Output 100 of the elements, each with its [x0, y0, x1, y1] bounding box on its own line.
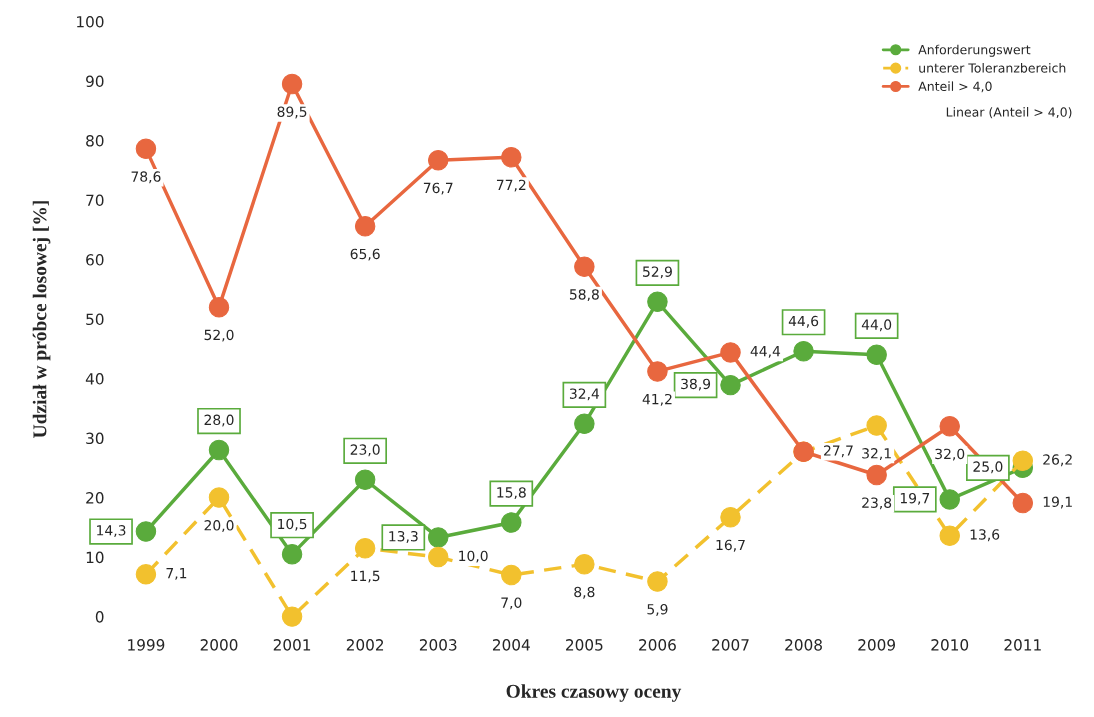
point — [501, 512, 522, 533]
point — [866, 415, 887, 436]
point — [354, 537, 376, 559]
data-label: 26,2 — [1043, 454, 1072, 467]
point — [939, 489, 960, 510]
point — [720, 374, 741, 396]
data-label: 44,6 — [788, 315, 819, 328]
data-label: 32,4 — [569, 388, 600, 401]
point — [208, 487, 230, 508]
x-tick-label: 2006 — [639, 639, 676, 651]
data-label: 27,7 — [824, 445, 853, 458]
x-tick-label: 2007 — [712, 639, 749, 651]
data-label: 14,3 — [97, 525, 126, 537]
x-tick-label: 2002 — [346, 639, 384, 651]
point — [866, 464, 887, 486]
data-label: 16,7 — [716, 539, 745, 552]
x-tick-label: 2000 — [200, 639, 238, 651]
point — [281, 73, 303, 95]
y-tick-label: 0 — [95, 611, 104, 623]
data-label: 76,7 — [423, 182, 453, 195]
data-label: 52,9 — [643, 266, 672, 279]
point — [135, 564, 157, 585]
x-tick-label: 2001 — [273, 639, 311, 651]
point — [647, 571, 668, 592]
y-tick-label: 100 — [77, 15, 104, 28]
point — [939, 525, 960, 546]
data-label: 89,5 — [277, 106, 307, 119]
x-tick-label: 2008 — [785, 639, 822, 651]
data-label: 19,7 — [900, 492, 930, 505]
data-label: 32,0 — [935, 448, 965, 461]
data-label: 25,0 — [973, 461, 1003, 474]
point — [501, 564, 522, 586]
x-tick-label: 2009 — [858, 639, 896, 651]
x-tick-label: 2003 — [419, 639, 457, 651]
data-label: 11,5 — [351, 570, 380, 583]
point — [720, 342, 741, 363]
point — [354, 215, 376, 237]
data-label: 41,2 — [642, 393, 672, 406]
point — [574, 554, 595, 575]
data-label: 20,0 — [204, 520, 234, 532]
data-label: 44,0 — [861, 319, 892, 332]
data-label: 23,8 — [862, 497, 892, 510]
y-tick-label: 50 — [86, 313, 104, 326]
point — [574, 256, 595, 277]
x-tick-label: 1999 — [128, 639, 165, 651]
data-label: 23,0 — [350, 444, 380, 457]
data-label: 28,0 — [204, 414, 234, 427]
data-label: 32,1 — [862, 448, 891, 460]
point — [427, 546, 449, 568]
y-tick-label: 30 — [86, 432, 104, 445]
y-tick-label: 90 — [86, 75, 104, 88]
data-label: 58,8 — [569, 289, 599, 302]
data-label: 52,0 — [204, 329, 234, 342]
point — [866, 344, 887, 366]
point — [354, 469, 376, 490]
legend-label: Anforderungswert — [918, 44, 1031, 57]
y-tick-label: 80 — [86, 135, 104, 147]
point — [720, 506, 741, 528]
point — [1012, 450, 1034, 471]
x-tick-label: 2005 — [566, 639, 603, 651]
y-tick-label: 20 — [86, 492, 104, 504]
point — [427, 527, 449, 548]
annotation: Linear (Anteil > 4,0) — [946, 107, 1072, 119]
point — [208, 439, 230, 461]
x-axis-title: Okres czasowy oceny — [506, 684, 682, 702]
data-label: 5,9 — [647, 603, 668, 616]
point — [208, 296, 230, 318]
data-label: 7,1 — [166, 568, 187, 580]
point — [135, 521, 157, 542]
point — [647, 361, 668, 382]
y-tick-label: 60 — [86, 254, 104, 266]
point — [939, 415, 960, 437]
point — [574, 413, 595, 435]
x-tick-label: 2011 — [1004, 639, 1041, 651]
data-label: 8,8 — [574, 586, 595, 599]
y-tick-label: 10 — [86, 551, 104, 564]
y-axis-title: Udział w próbce losowej [%] — [32, 201, 51, 438]
data-label: 38,9 — [681, 378, 711, 391]
point — [1012, 492, 1034, 514]
data-label: 15,8 — [497, 487, 526, 500]
point — [281, 543, 303, 565]
data-label: 77,2 — [496, 179, 526, 192]
point — [281, 606, 303, 627]
point — [647, 291, 668, 313]
y-tick-label: 70 — [86, 194, 104, 207]
y-tick-label: 40 — [85, 373, 104, 385]
data-label: 7,0 — [501, 597, 522, 610]
data-label: 10,0 — [459, 550, 488, 563]
data-label: 13,3 — [389, 530, 418, 543]
legend-label: unterer Toleranzbereich — [919, 63, 1066, 73]
data-label: 44,4 — [750, 346, 781, 358]
x-tick-label: 2004 — [492, 639, 530, 651]
data-label: 19,1 — [1043, 496, 1072, 509]
x-tick-label: 2010 — [931, 639, 969, 651]
point — [427, 149, 449, 171]
data-label: 65,6 — [350, 248, 380, 261]
point — [793, 340, 814, 362]
data-label: 78,6 — [131, 171, 161, 184]
point — [135, 138, 157, 160]
point — [501, 146, 522, 168]
